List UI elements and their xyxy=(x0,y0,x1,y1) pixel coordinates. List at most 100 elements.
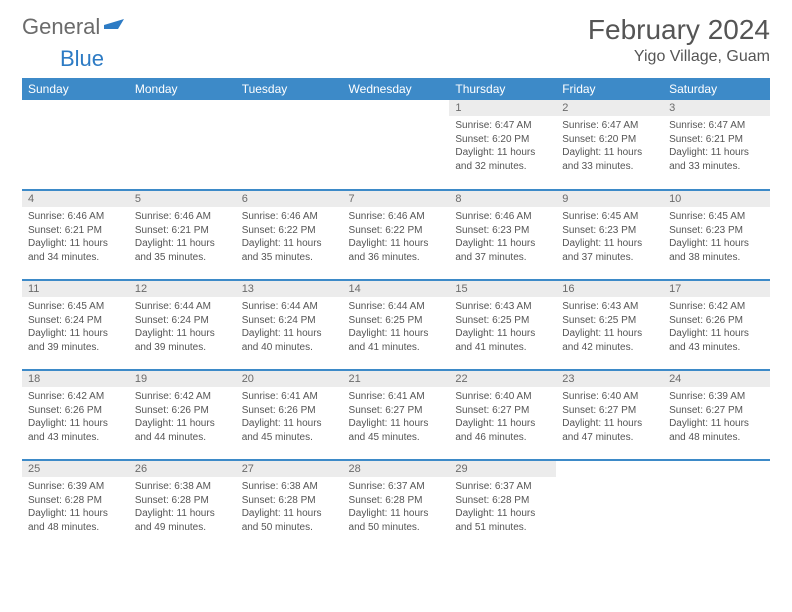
day-info-line: and 35 minutes. xyxy=(135,251,230,265)
calendar-day-cell: 28Sunrise: 6:37 AMSunset: 6:28 PMDayligh… xyxy=(343,460,450,550)
day-info: Sunrise: 6:40 AMSunset: 6:27 PMDaylight:… xyxy=(449,387,556,448)
day-info-line: and 51 minutes. xyxy=(455,521,550,535)
day-info-line: Sunrise: 6:39 AM xyxy=(28,480,123,494)
day-number xyxy=(236,100,343,116)
day-info-line: and 37 minutes. xyxy=(562,251,657,265)
day-info-line: Daylight: 11 hours xyxy=(28,327,123,341)
day-info-line: Sunrise: 6:43 AM xyxy=(455,300,550,314)
day-info: Sunrise: 6:38 AMSunset: 6:28 PMDaylight:… xyxy=(129,477,236,538)
calendar-day-cell: 16Sunrise: 6:43 AMSunset: 6:25 PMDayligh… xyxy=(556,280,663,370)
day-info-line: and 47 minutes. xyxy=(562,431,657,445)
weekday-header: Sunday xyxy=(22,78,129,100)
day-number: 17 xyxy=(663,281,770,297)
day-info-line: Sunset: 6:28 PM xyxy=(242,494,337,508)
day-info-line: and 49 minutes. xyxy=(135,521,230,535)
logo: General xyxy=(22,14,126,40)
day-number: 11 xyxy=(22,281,129,297)
day-info-line: Sunset: 6:26 PM xyxy=(242,404,337,418)
day-info-line: Sunrise: 6:44 AM xyxy=(349,300,444,314)
day-info-line: Daylight: 11 hours xyxy=(349,327,444,341)
weekday-header-row: SundayMondayTuesdayWednesdayThursdayFrid… xyxy=(22,78,770,100)
calendar-day-cell: 6Sunrise: 6:46 AMSunset: 6:22 PMDaylight… xyxy=(236,190,343,280)
calendar-day-cell: 29Sunrise: 6:37 AMSunset: 6:28 PMDayligh… xyxy=(449,460,556,550)
calendar-day-cell: 9Sunrise: 6:45 AMSunset: 6:23 PMDaylight… xyxy=(556,190,663,280)
calendar-day-cell: 20Sunrise: 6:41 AMSunset: 6:26 PMDayligh… xyxy=(236,370,343,460)
weekday-header: Saturday xyxy=(663,78,770,100)
calendar-day-cell: 3Sunrise: 6:47 AMSunset: 6:21 PMDaylight… xyxy=(663,100,770,190)
calendar-week-row: 18Sunrise: 6:42 AMSunset: 6:26 PMDayligh… xyxy=(22,370,770,460)
day-info-line: Sunset: 6:21 PM xyxy=(669,133,764,147)
weekday-header: Monday xyxy=(129,78,236,100)
day-info-line: Daylight: 11 hours xyxy=(455,237,550,251)
calendar-day-cell: 17Sunrise: 6:42 AMSunset: 6:26 PMDayligh… xyxy=(663,280,770,370)
day-info: Sunrise: 6:42 AMSunset: 6:26 PMDaylight:… xyxy=(129,387,236,448)
day-info-line: Sunset: 6:28 PM xyxy=(349,494,444,508)
day-info-line: Sunrise: 6:47 AM xyxy=(562,119,657,133)
day-info-line: Sunrise: 6:40 AM xyxy=(562,390,657,404)
day-number: 3 xyxy=(663,100,770,116)
day-info: Sunrise: 6:46 AMSunset: 6:22 PMDaylight:… xyxy=(343,207,450,268)
weekday-header: Thursday xyxy=(449,78,556,100)
day-info-line: Sunset: 6:23 PM xyxy=(669,224,764,238)
day-number: 2 xyxy=(556,100,663,116)
logo-text-general: General xyxy=(22,14,100,40)
day-info-line: Sunset: 6:22 PM xyxy=(349,224,444,238)
calendar-day-cell xyxy=(556,460,663,550)
day-number: 9 xyxy=(556,191,663,207)
month-title: February 2024 xyxy=(588,14,770,46)
calendar-day-cell: 18Sunrise: 6:42 AMSunset: 6:26 PMDayligh… xyxy=(22,370,129,460)
calendar-day-cell xyxy=(663,460,770,550)
day-info-line: and 50 minutes. xyxy=(349,521,444,535)
logo-text-blue: Blue xyxy=(60,46,104,71)
calendar-week-row: 25Sunrise: 6:39 AMSunset: 6:28 PMDayligh… xyxy=(22,460,770,550)
day-info-line: and 43 minutes. xyxy=(669,341,764,355)
day-info-line: Sunset: 6:26 PM xyxy=(669,314,764,328)
day-number: 7 xyxy=(343,191,450,207)
day-info-line: Sunset: 6:28 PM xyxy=(135,494,230,508)
calendar-day-cell: 12Sunrise: 6:44 AMSunset: 6:24 PMDayligh… xyxy=(129,280,236,370)
calendar-day-cell: 23Sunrise: 6:40 AMSunset: 6:27 PMDayligh… xyxy=(556,370,663,460)
day-info-line: Sunrise: 6:46 AM xyxy=(349,210,444,224)
day-info: Sunrise: 6:47 AMSunset: 6:21 PMDaylight:… xyxy=(663,116,770,177)
day-info-line: Sunrise: 6:45 AM xyxy=(562,210,657,224)
day-info: Sunrise: 6:43 AMSunset: 6:25 PMDaylight:… xyxy=(556,297,663,358)
day-number: 19 xyxy=(129,371,236,387)
day-info-line: Daylight: 11 hours xyxy=(28,417,123,431)
day-info-line: and 41 minutes. xyxy=(455,341,550,355)
day-info: Sunrise: 6:45 AMSunset: 6:23 PMDaylight:… xyxy=(556,207,663,268)
day-info-line: and 41 minutes. xyxy=(349,341,444,355)
day-info-line: Sunset: 6:28 PM xyxy=(28,494,123,508)
day-number: 21 xyxy=(343,371,450,387)
day-info: Sunrise: 6:42 AMSunset: 6:26 PMDaylight:… xyxy=(663,297,770,358)
day-info: Sunrise: 6:39 AMSunset: 6:28 PMDaylight:… xyxy=(22,477,129,538)
day-info-line: Daylight: 11 hours xyxy=(28,237,123,251)
day-number xyxy=(22,100,129,116)
day-info: Sunrise: 6:43 AMSunset: 6:25 PMDaylight:… xyxy=(449,297,556,358)
day-info-line: Sunset: 6:25 PM xyxy=(349,314,444,328)
day-info: Sunrise: 6:37 AMSunset: 6:28 PMDaylight:… xyxy=(343,477,450,538)
day-info-line: Daylight: 11 hours xyxy=(349,237,444,251)
calendar-week-row: 4Sunrise: 6:46 AMSunset: 6:21 PMDaylight… xyxy=(22,190,770,280)
day-info: Sunrise: 6:37 AMSunset: 6:28 PMDaylight:… xyxy=(449,477,556,538)
day-info-line: Daylight: 11 hours xyxy=(135,237,230,251)
day-number: 20 xyxy=(236,371,343,387)
day-info-line: Daylight: 11 hours xyxy=(562,146,657,160)
day-info: Sunrise: 6:46 AMSunset: 6:21 PMDaylight:… xyxy=(129,207,236,268)
calendar-day-cell xyxy=(22,100,129,190)
calendar-day-cell: 1Sunrise: 6:47 AMSunset: 6:20 PMDaylight… xyxy=(449,100,556,190)
day-info-line: Sunrise: 6:37 AM xyxy=(349,480,444,494)
day-info-line: Sunrise: 6:45 AM xyxy=(669,210,764,224)
day-info-line: and 48 minutes. xyxy=(28,521,123,535)
day-info-line: and 32 minutes. xyxy=(455,160,550,174)
day-number: 16 xyxy=(556,281,663,297)
calendar-day-cell: 14Sunrise: 6:44 AMSunset: 6:25 PMDayligh… xyxy=(343,280,450,370)
day-info-line: Daylight: 11 hours xyxy=(455,417,550,431)
calendar-day-cell: 26Sunrise: 6:38 AMSunset: 6:28 PMDayligh… xyxy=(129,460,236,550)
day-number: 1 xyxy=(449,100,556,116)
logo-row2: Blue xyxy=(22,46,770,72)
day-info-line: Sunrise: 6:40 AM xyxy=(455,390,550,404)
logo-flag-icon xyxy=(104,17,124,38)
calendar-head: SundayMondayTuesdayWednesdayThursdayFrid… xyxy=(22,78,770,100)
day-info-line: Sunset: 6:20 PM xyxy=(455,133,550,147)
day-number xyxy=(343,100,450,116)
